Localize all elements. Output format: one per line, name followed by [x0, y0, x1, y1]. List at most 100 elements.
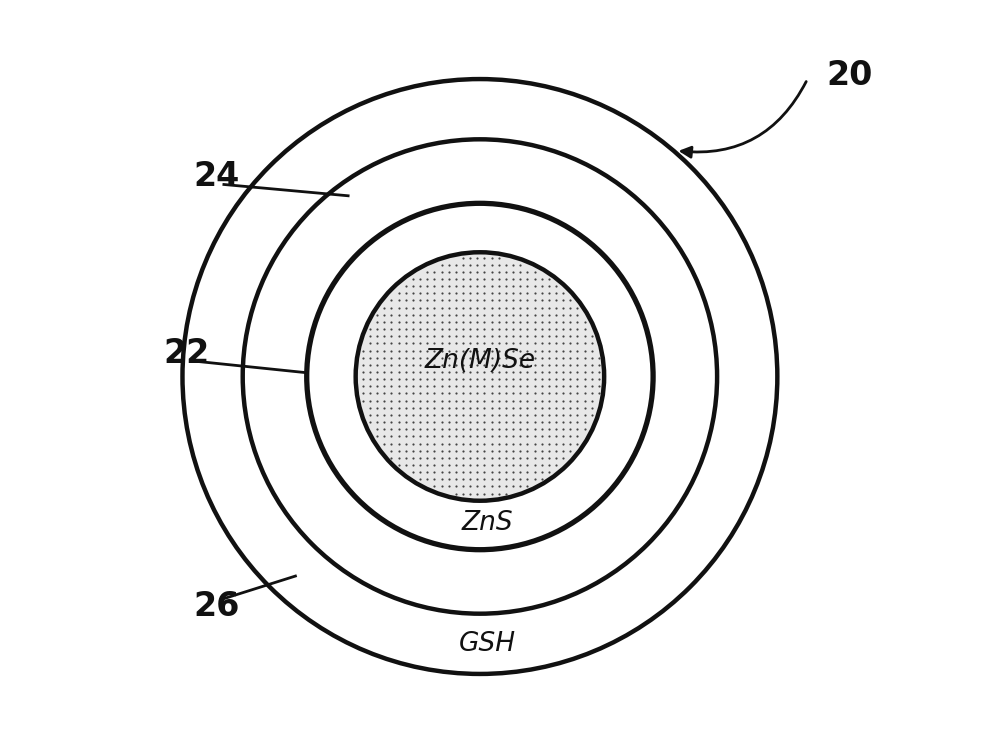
Point — [476, 474, 492, 486]
Point — [513, 294, 529, 306]
Point — [426, 452, 442, 464]
Point — [555, 316, 571, 328]
Point — [362, 352, 378, 364]
Point — [448, 316, 464, 328]
Point — [398, 280, 414, 292]
Point — [513, 452, 529, 464]
Point — [462, 402, 478, 414]
Point — [520, 437, 536, 450]
Point — [584, 344, 600, 356]
Point — [412, 337, 428, 349]
Point — [527, 402, 543, 414]
Point — [490, 323, 507, 335]
Point — [483, 366, 499, 378]
Point — [520, 444, 536, 456]
Point — [555, 452, 571, 464]
Point — [591, 352, 607, 364]
Point — [497, 444, 514, 456]
Point — [426, 474, 442, 486]
Point — [469, 488, 485, 500]
Point — [455, 316, 471, 328]
Point — [469, 380, 485, 392]
Point — [448, 395, 464, 407]
Point — [513, 323, 529, 335]
Point — [577, 359, 593, 371]
Point — [570, 387, 586, 399]
Point — [548, 280, 564, 292]
Point — [391, 359, 407, 371]
Point — [383, 359, 399, 371]
Point — [570, 301, 586, 313]
Point — [577, 323, 593, 335]
Point — [469, 316, 485, 328]
Point — [376, 316, 392, 328]
Point — [462, 466, 478, 478]
Point — [455, 423, 471, 435]
Point — [383, 294, 399, 306]
Point — [534, 387, 550, 399]
Point — [412, 352, 428, 364]
Point — [490, 266, 507, 278]
Point — [497, 437, 514, 450]
Point — [448, 344, 464, 356]
Point — [476, 294, 492, 306]
Point — [562, 366, 578, 378]
Point — [455, 380, 471, 392]
Point — [541, 387, 557, 399]
Point — [520, 266, 536, 278]
Point — [376, 431, 392, 443]
Point — [398, 287, 414, 299]
Point — [476, 266, 492, 278]
Point — [405, 359, 421, 371]
Circle shape — [307, 203, 653, 550]
Point — [391, 294, 407, 306]
Point — [490, 416, 507, 428]
Point — [412, 380, 428, 392]
Point — [490, 431, 507, 443]
Point — [513, 352, 529, 364]
Point — [520, 459, 536, 471]
Point — [455, 474, 471, 486]
Point — [577, 423, 593, 435]
Point — [520, 373, 536, 385]
Point — [577, 352, 593, 364]
Point — [412, 373, 428, 385]
Point — [490, 409, 507, 421]
Point — [555, 287, 571, 299]
Point — [433, 452, 449, 464]
Point — [513, 316, 529, 328]
Point — [391, 316, 407, 328]
Point — [527, 287, 543, 299]
Point — [448, 452, 464, 464]
Point — [405, 301, 421, 313]
Point — [469, 444, 485, 456]
Point — [433, 373, 449, 385]
Point — [391, 387, 407, 399]
Point — [520, 287, 536, 299]
Point — [433, 380, 449, 392]
Point — [376, 301, 392, 313]
Point — [369, 387, 385, 399]
Point — [426, 337, 442, 349]
Point — [505, 273, 521, 285]
Point — [476, 359, 492, 371]
Point — [513, 280, 529, 292]
Point — [391, 380, 407, 392]
Point — [534, 337, 550, 349]
Point — [433, 273, 449, 285]
Point — [455, 366, 471, 378]
Point — [548, 395, 564, 407]
Point — [426, 402, 442, 414]
Point — [462, 431, 478, 443]
Point — [433, 459, 449, 471]
Point — [448, 437, 464, 450]
Point — [426, 287, 442, 299]
Point — [534, 294, 550, 306]
Point — [369, 423, 385, 435]
Point — [534, 287, 550, 299]
Point — [513, 409, 529, 421]
Point — [534, 395, 550, 407]
Point — [440, 459, 456, 471]
Point — [455, 459, 471, 471]
Point — [534, 402, 550, 414]
